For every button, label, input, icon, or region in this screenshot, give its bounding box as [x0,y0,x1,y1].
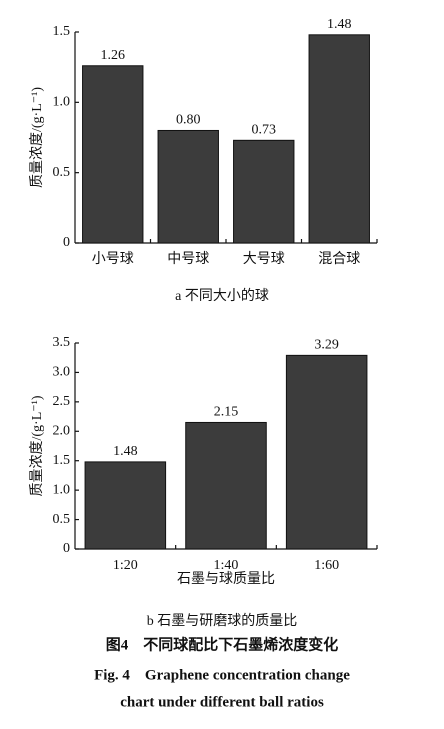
value-label: 2.15 [214,405,239,420]
figure-caption-en: chart under different ball ratios [120,694,324,710]
bar [233,139,295,244]
value-label: 3.29 [314,338,339,353]
x-tick-label: 混合球 [318,251,360,267]
bar [185,421,267,550]
x-tick-label: 1:20 [113,558,138,573]
y-tick-label: 2.0 [53,424,71,439]
value-label: 0.73 [252,123,277,138]
x-tick-label: 中号球 [167,251,209,267]
value-label: 1.26 [101,48,126,63]
panel-caption: b 石墨与研磨球的质量比 [147,613,298,629]
value-label: 1.48 [113,444,138,459]
bar [157,129,219,244]
y-tick-label: 1.0 [53,482,71,497]
y-tick-label: 1.5 [53,24,71,39]
y-tick-label: 3.5 [53,335,71,350]
value-label: 0.80 [176,113,201,128]
y-tick-label: 0 [63,541,70,556]
panel-caption: a 不同大小的球 [175,288,269,304]
figure-caption-en: Fig. 4 Graphene concentration change [94,667,350,683]
y-tick-label: 1.5 [53,453,71,468]
y-tick-label: 2.5 [53,394,71,409]
y-tick-label: 0.5 [53,512,71,527]
bar [308,34,370,244]
x-tick-label: 大号球 [243,251,285,267]
bar [84,461,167,550]
x-tick-label: 小号球 [92,251,134,267]
y-tick-label: 3.0 [53,365,71,380]
y-axis-label: 质量浓度/(g·L⁻¹) [29,87,45,188]
value-label: 1.48 [327,17,352,32]
x-tick-label: 1:60 [314,558,339,573]
x-tick-label: 1:40 [214,558,239,573]
y-tick-label: 0.5 [53,165,71,180]
y-axis-label: 质量浓度/(g·L⁻¹) [29,395,45,496]
figure-caption-zh: 图4 不同球配比下石墨烯浓度变化 [106,635,339,653]
y-tick-label: 1.0 [53,95,71,110]
bar [82,65,144,244]
bar [285,354,368,550]
y-tick-label: 0 [63,235,70,250]
x-axis-label: 石墨与球质量比 [177,571,275,587]
